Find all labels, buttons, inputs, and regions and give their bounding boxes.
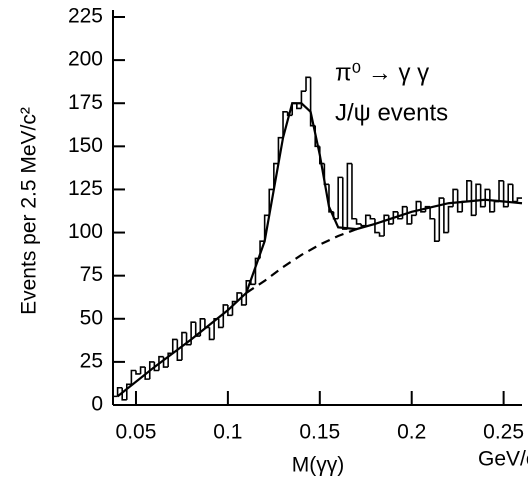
histogram-bin xyxy=(277,136,284,164)
annotation: J/ψ events xyxy=(335,99,448,126)
histogram-bin xyxy=(176,339,182,361)
histogram-bin xyxy=(443,198,449,234)
histogram-bin xyxy=(383,214,389,237)
histogram-bin xyxy=(263,214,270,242)
histogram-bin xyxy=(369,215,375,220)
histogram-bin xyxy=(397,211,403,220)
histogram-bin xyxy=(364,214,371,226)
histogram-bin xyxy=(190,321,196,345)
histogram-bin xyxy=(433,218,440,242)
histogram-bin xyxy=(273,162,279,190)
histogram-bin xyxy=(268,188,274,216)
x-tick-label: 0.2 xyxy=(397,421,426,444)
x-tick-label: 0.1 xyxy=(213,421,242,444)
histogram-bin xyxy=(217,318,224,329)
x-tick-label: 0.05 xyxy=(116,421,157,444)
histogram-bin xyxy=(351,163,357,220)
histogram-bin xyxy=(139,366,146,374)
histogram-bin xyxy=(346,162,352,230)
y-tick-label: 200 xyxy=(68,48,103,71)
histogram-bin xyxy=(360,223,366,227)
histogram-bin xyxy=(461,200,467,212)
histogram-bin xyxy=(153,361,159,372)
histogram-bin xyxy=(502,180,509,208)
histogram-bin xyxy=(116,386,123,397)
histogram-bin xyxy=(489,189,495,213)
histogram-bin xyxy=(410,214,417,224)
histogram-bin xyxy=(447,205,454,233)
histogram-bin xyxy=(452,188,458,207)
histogram-bin xyxy=(429,206,435,220)
histogram-bin xyxy=(378,232,385,237)
x-tick-label: 0.25 xyxy=(483,421,524,444)
histogram-bin xyxy=(181,331,187,361)
histogram-bin xyxy=(112,395,118,405)
fit-curve xyxy=(245,228,357,294)
histogram-bin xyxy=(337,176,343,219)
histogram-bin xyxy=(125,383,132,400)
y-tick-label: 0 xyxy=(91,393,103,416)
histogram-bin xyxy=(507,183,513,207)
y-tick-label: 125 xyxy=(68,177,103,200)
x-tick-label: 0.15 xyxy=(299,421,340,444)
y-tick-label: 225 xyxy=(68,5,103,28)
histogram-bin xyxy=(296,103,302,110)
histogram-bin xyxy=(185,332,192,346)
histogram-bin xyxy=(479,184,486,208)
histogram-bin xyxy=(282,111,288,138)
histogram-bin xyxy=(355,218,362,225)
y-tick-label: 75 xyxy=(80,263,103,286)
histogram-bin xyxy=(475,183,481,216)
y-axis-label: Events per 2.5 MeV/c² xyxy=(18,107,41,315)
histogram-bin xyxy=(245,280,251,305)
x-axis-unit: GeV/c² xyxy=(478,448,528,471)
y-tick-label: 150 xyxy=(68,134,103,157)
x-axis-label: M(γγ) xyxy=(292,454,344,477)
histogram-bin xyxy=(171,338,178,354)
histogram-bin xyxy=(199,317,205,337)
histogram-bin xyxy=(392,211,398,224)
histogram-bin xyxy=(305,76,311,92)
histogram-bin xyxy=(424,205,431,212)
y-tick-label: 25 xyxy=(80,349,103,372)
histogram-bin xyxy=(456,189,463,213)
y-tick-label: 50 xyxy=(80,306,103,329)
histogram-bin xyxy=(498,180,504,202)
histogram-bin xyxy=(227,304,233,317)
fit-curve xyxy=(116,102,523,398)
histogram-bin xyxy=(387,215,394,225)
y-tick-label: 100 xyxy=(68,220,103,243)
histogram-bin xyxy=(484,188,490,207)
histogram-bin xyxy=(286,111,293,117)
histogram-bin xyxy=(470,180,477,217)
histogram-bin xyxy=(148,361,155,380)
histogram-bin xyxy=(208,327,215,341)
histogram-bin xyxy=(493,200,500,212)
annotation: π⁰ → γ γ xyxy=(335,59,429,86)
histogram-bin xyxy=(516,197,522,202)
histogram-bin xyxy=(130,369,136,385)
y-tick-label: 175 xyxy=(68,91,103,114)
histogram-bin xyxy=(420,201,426,213)
histogram-bin xyxy=(466,180,472,202)
histogram-bin xyxy=(236,292,242,302)
histogram-bin xyxy=(374,218,380,234)
histogram-bin xyxy=(438,197,444,242)
histogram-bin xyxy=(222,304,228,328)
histogram-bin xyxy=(158,355,164,371)
histogram-bin xyxy=(135,370,141,375)
histogram-bin xyxy=(144,367,150,380)
